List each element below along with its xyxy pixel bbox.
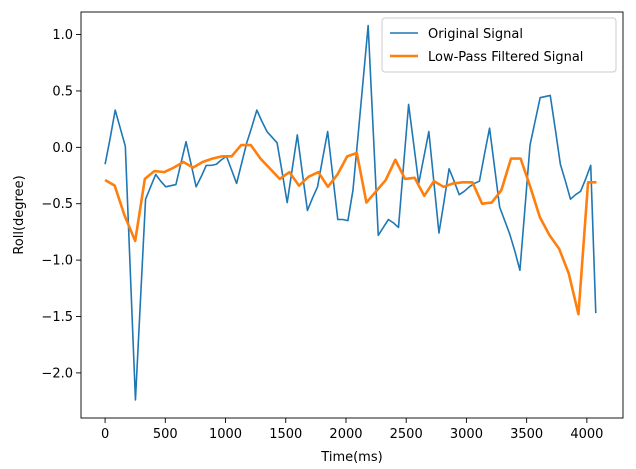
series-original-signal-line: [104, 24, 597, 401]
x-tick-label: 3500: [510, 427, 543, 442]
y-tick-label: 1.0: [52, 28, 73, 43]
y-tick-label: 0.0: [52, 141, 73, 156]
series-layer: [104, 24, 597, 401]
legend: Original Signal Low-Pass Filtered Signal: [381, 17, 617, 73]
y-tick-label: −0.5: [41, 197, 73, 212]
plot-area: 0 500 1000 1500 2000 2500 3000 3500 4000 −2.0 −1.…: [41, 11, 624, 442]
y-tick-label: 0.5: [52, 84, 73, 99]
x-tick-label: 3000: [450, 427, 483, 442]
x-tick-label: 500: [153, 427, 178, 442]
y-tick-label: −1.0: [41, 254, 73, 269]
axes-frame: [80, 11, 624, 419]
series-low-pass-filtered-line: [104, 143, 597, 316]
x-tick-label: 4000: [570, 427, 603, 442]
x-axis-ticks: 0 500 1000 1500 2000 2500 3000 3500 4000: [101, 418, 603, 442]
y-tick-label: −2.0: [41, 366, 73, 381]
x-tick-label: 2500: [390, 427, 423, 442]
y-axis-label: Roll(degree): [12, 175, 27, 254]
x-tick-label: 2000: [329, 427, 362, 442]
x-tick-label: 1500: [269, 427, 302, 442]
x-tick-label: 1000: [209, 427, 242, 442]
legend-label-filtered: Low-Pass Filtered Signal: [428, 50, 583, 65]
legend-box: [381, 17, 617, 73]
legend-label-original: Original Signal: [428, 27, 523, 42]
x-axis-label: Time(ms): [320, 450, 382, 465]
x-tick-label: 0: [101, 427, 109, 442]
y-axis-ticks: −2.0 −1.5 −1.0 −0.5 0.0 0.5 1.0: [41, 28, 81, 381]
y-tick-label: −1.5: [41, 310, 73, 325]
